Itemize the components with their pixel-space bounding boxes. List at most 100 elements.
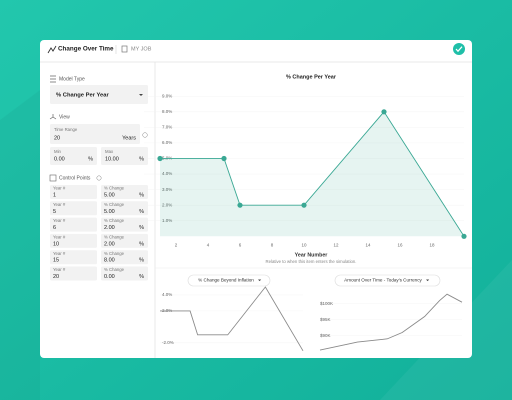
- y-tick-label: $95K: [320, 317, 331, 322]
- point[interactable]: [221, 155, 227, 162]
- x-tick-label: 4: [207, 242, 210, 247]
- tab-active[interactable]: Change Over Time: [58, 46, 114, 53]
- x-tick-label: 14: [365, 242, 371, 247]
- section-label: Model Type: [59, 76, 85, 82]
- input[interactable]: [101, 185, 148, 199]
- job-icon: [121, 45, 128, 53]
- input-unit: %: [139, 258, 144, 264]
- y-tick-label: 9.0%: [162, 93, 172, 98]
- tab[interactable]: MY JOB: [131, 46, 152, 52]
- input[interactable]: [101, 217, 148, 232]
- input-value: 0.00: [54, 156, 65, 162]
- input-value: 5: [53, 209, 56, 215]
- y-tick-label: 4.0%: [162, 292, 172, 297]
- input-value: 5.00: [104, 209, 115, 215]
- input[interactable]: [101, 147, 148, 165]
- input-value: 10.00: [105, 156, 119, 162]
- y-tick-label: $90K: [320, 333, 331, 338]
- tab-icon: [47, 45, 57, 54]
- view-icon: [49, 114, 57, 120]
- input-label: Year #: [53, 251, 66, 256]
- input-value: 15: [53, 258, 59, 264]
- input[interactable]: [50, 217, 97, 232]
- line: [160, 286, 304, 352]
- dropdown[interactable]: [50, 85, 148, 104]
- input-label: % Change: [104, 235, 125, 240]
- x-tick-label: 12: [333, 242, 339, 247]
- input-label: Max: [105, 149, 114, 154]
- input-value: 20: [53, 274, 59, 280]
- point[interactable]: [381, 109, 387, 115]
- y-tick-label: $100K: [320, 301, 333, 306]
- confirm-button[interactable]: [453, 43, 465, 55]
- input-label: Year #: [53, 218, 66, 223]
- dropdown[interactable]: [334, 274, 441, 287]
- model-icon: [50, 75, 56, 83]
- input-value: 0.00: [104, 274, 115, 280]
- y-tick-label: 7.0%: [162, 125, 172, 130]
- input[interactable]: [50, 233, 97, 248]
- input-label: Time Range: [54, 127, 78, 132]
- input-unit: %: [139, 156, 144, 162]
- x-tick-label: 10: [301, 242, 307, 247]
- dropdown-value: Amount Over Time - Today's Currency: [344, 278, 422, 283]
- input-label: % Change: [104, 186, 125, 191]
- y-tick-label: 3.0%: [162, 187, 172, 192]
- point[interactable]: [157, 155, 163, 162]
- dropdown-value: % Change Beyond Inflation: [198, 278, 254, 283]
- dropdown[interactable]: [187, 274, 271, 287]
- input-unit: %: [139, 241, 144, 247]
- input-label: Year #: [53, 186, 66, 191]
- bg-shape: [0, 90, 40, 400]
- dropdown-value: % Change Per Year: [56, 93, 109, 99]
- input-unit: %: [139, 225, 144, 231]
- section-label: Control Points: [59, 175, 91, 181]
- input[interactable]: [50, 266, 97, 281]
- input-unit: %: [88, 156, 93, 162]
- input-unit: %: [139, 209, 144, 215]
- input[interactable]: [101, 266, 148, 281]
- input-value: 20: [54, 135, 60, 141]
- point[interactable]: [461, 233, 467, 239]
- input-value: 8.00: [104, 258, 115, 264]
- check-icon: [455, 46, 463, 53]
- y-tick-label: 1.0%: [162, 218, 172, 223]
- input[interactable]: [50, 124, 140, 144]
- input-label: Year #: [53, 267, 66, 272]
- input-label: % Change: [104, 202, 125, 207]
- x-tick-label: 2: [175, 242, 178, 247]
- caret: [258, 279, 262, 282]
- chart-subtitle: Relative to when this item enters the si…: [266, 259, 357, 264]
- info-icon[interactable]: [142, 132, 148, 138]
- input-label: Min: [54, 149, 62, 154]
- input[interactable]: [101, 201, 148, 216]
- input-value: 6: [53, 225, 56, 231]
- input-value: 1: [53, 192, 56, 198]
- point[interactable]: [237, 202, 243, 208]
- caret: [426, 279, 430, 282]
- y-tick-label: 4.0%: [162, 171, 172, 176]
- input[interactable]: [101, 233, 148, 248]
- input-unit: %: [139, 274, 144, 280]
- input[interactable]: [50, 250, 97, 265]
- points-icon: [49, 174, 57, 182]
- caret: [139, 94, 143, 96]
- input-unit: Years: [122, 135, 136, 141]
- input-label: % Change: [104, 251, 125, 256]
- input-value: 10: [53, 241, 59, 247]
- input-unit: %: [139, 192, 144, 198]
- y-tick-label: 2.0%: [162, 202, 172, 207]
- input-label: Year #: [53, 235, 66, 240]
- section-label: View: [59, 114, 70, 120]
- input[interactable]: [50, 201, 97, 216]
- input[interactable]: [50, 185, 97, 199]
- input[interactable]: [50, 147, 97, 165]
- y-tick-label: 6.0%: [162, 140, 172, 145]
- input[interactable]: [101, 250, 148, 265]
- input-label: % Change: [104, 267, 125, 272]
- x-tick-label: 16: [397, 242, 403, 247]
- point[interactable]: [301, 202, 307, 208]
- info-icon[interactable]: [96, 175, 102, 181]
